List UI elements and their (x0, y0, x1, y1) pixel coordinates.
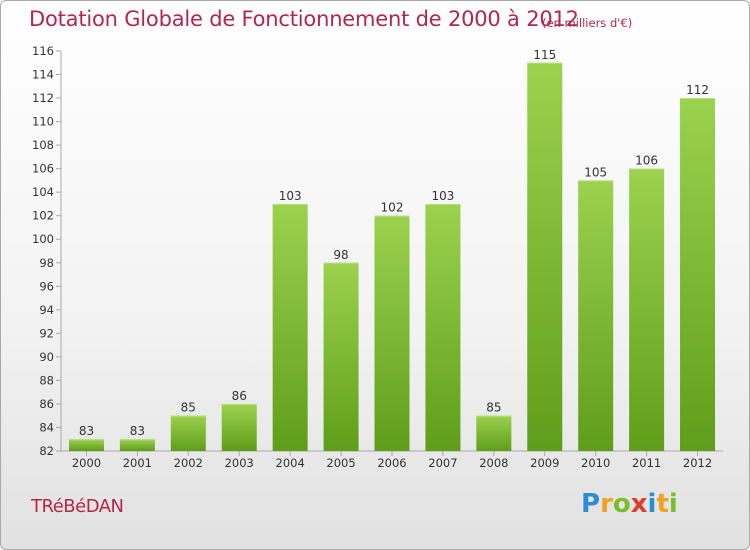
bar-2012 (680, 98, 716, 451)
bar-2011 (629, 168, 665, 451)
logo-letter: i (668, 489, 678, 519)
chart-unit: (en milliers d'€) (542, 16, 633, 30)
y-tick-label: 110 (32, 115, 54, 129)
y-tick-label: 82 (39, 444, 54, 458)
logo-letter: i (647, 489, 657, 519)
x-tick-label: 2011 (632, 456, 661, 470)
x-tick-label: 2005 (326, 456, 355, 470)
x-tick-label: 2008 (479, 456, 508, 470)
data-label: 83 (79, 424, 94, 438)
y-tick-label: 106 (32, 162, 54, 176)
data-label: 106 (635, 154, 658, 168)
y-tick-label: 90 (39, 350, 54, 364)
y-tick-label: 102 (32, 209, 54, 223)
data-label: 98 (333, 248, 348, 262)
bar-2010 (578, 180, 614, 452)
x-tick-label: 2006 (377, 456, 406, 470)
bar-2005 (323, 262, 359, 451)
bar-2003 (221, 403, 257, 451)
bar-2007 (425, 203, 461, 451)
data-label: 112 (686, 83, 709, 97)
bar-2001 (119, 439, 155, 451)
data-label: 103 (431, 189, 454, 203)
y-tick-label: 112 (32, 91, 54, 105)
logo-letter: t (656, 489, 669, 519)
bar-2004 (272, 203, 308, 451)
x-tick-label: 2000 (72, 456, 101, 470)
y-tick-label: 92 (39, 326, 54, 340)
bar-2006 (374, 215, 410, 451)
commune-name: TRéBéDAN (31, 496, 124, 517)
x-tick-label: 2012 (683, 456, 712, 470)
data-label: 86 (232, 389, 247, 403)
x-tick-label: 2010 (581, 456, 610, 470)
x-tick-label: 2007 (428, 456, 457, 470)
bar-2002 (170, 415, 206, 451)
logo-letter: o (612, 489, 631, 519)
data-label: 103 (279, 189, 302, 203)
y-tick-label: 86 (39, 397, 54, 411)
data-label: 115 (533, 48, 556, 62)
bar-2000 (68, 439, 104, 451)
data-label: 85 (486, 401, 501, 415)
logo-letter: x (630, 489, 648, 519)
bar-2009 (527, 62, 563, 451)
y-tick-label: 108 (32, 138, 54, 152)
y-tick-label: 98 (39, 256, 54, 270)
y-tick-label: 114 (32, 68, 54, 82)
x-tick-label: 2002 (174, 456, 203, 470)
bar-2008 (476, 415, 512, 451)
proxiti-logo: Proxiti (581, 489, 678, 519)
logo-letter: P (581, 489, 601, 519)
x-tick-label: 2009 (530, 456, 559, 470)
logo-letter: r (600, 489, 613, 519)
data-label: 102 (381, 201, 404, 215)
y-tick-label: 88 (39, 373, 54, 387)
x-tick-label: 2003 (225, 456, 254, 470)
x-tick-label: 2001 (123, 456, 152, 470)
y-tick-label: 96 (39, 279, 54, 293)
y-tick-label: 84 (39, 420, 54, 434)
y-tick-label: 100 (32, 232, 54, 246)
y-tick-label: 104 (32, 185, 54, 199)
chart-title: Dotation Globale de Fonctionnement de 20… (29, 7, 579, 31)
data-label: 85 (181, 401, 196, 415)
y-tick-label: 116 (32, 44, 54, 58)
y-tick-label: 94 (39, 303, 54, 317)
x-tick-label: 2004 (276, 456, 305, 470)
data-label: 105 (584, 165, 607, 179)
data-label: 83 (130, 424, 145, 438)
